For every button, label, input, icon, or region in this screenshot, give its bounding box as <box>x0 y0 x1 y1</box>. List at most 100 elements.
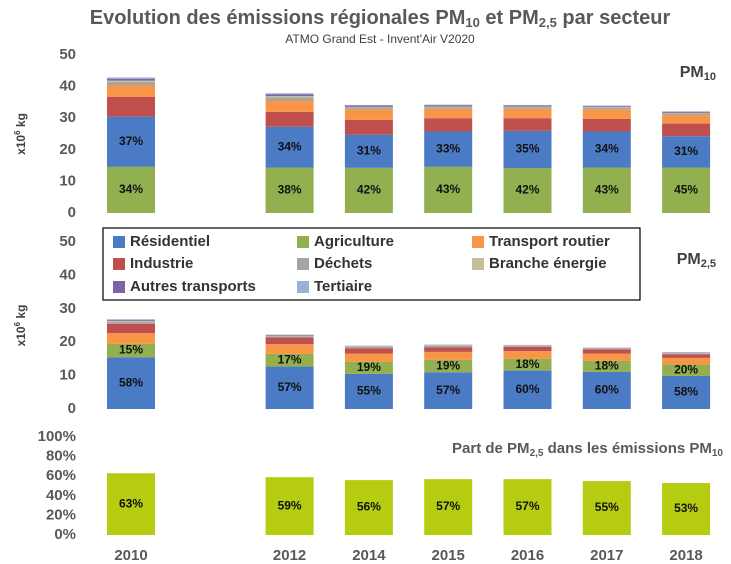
bar-segment <box>107 357 155 409</box>
legend-swatch <box>472 236 484 248</box>
data-label: 34% <box>119 182 143 196</box>
bar-segment <box>107 81 155 86</box>
bar-segment <box>424 107 473 109</box>
data-label: 15% <box>119 343 143 357</box>
bar-segment <box>107 319 155 320</box>
data-label: 20% <box>674 362 698 376</box>
bar-segment <box>582 167 631 213</box>
legend-label: Tertiaire <box>314 278 372 295</box>
y-tick-label: 20 <box>59 333 76 350</box>
data-label: 53% <box>674 501 698 515</box>
bar-segment <box>107 116 155 167</box>
bar-segment <box>503 358 552 371</box>
bar-segment <box>344 106 393 108</box>
text-part: 10 <box>704 71 716 83</box>
bar-segment <box>503 105 552 107</box>
data-label: 60% <box>595 383 619 397</box>
panel-label: PM10 <box>680 64 716 83</box>
bar <box>662 483 711 535</box>
legend-label: Résidentiel <box>130 233 210 250</box>
bar-segment <box>344 348 393 354</box>
bar-segment <box>582 348 631 350</box>
y-tick-label: 40% <box>46 487 76 504</box>
legend-swatch <box>113 236 125 248</box>
data-label: 37% <box>119 134 143 148</box>
bar-segment <box>107 80 155 82</box>
legend-label: Branche énergie <box>489 255 607 272</box>
y-axis-label: x106 kg <box>13 305 28 347</box>
data-label: 42% <box>357 183 381 197</box>
bar-segment <box>107 77 155 79</box>
text-part: 10 <box>465 15 479 30</box>
bar-segment <box>107 321 155 324</box>
bar-segment <box>582 107 631 110</box>
bar-segment <box>424 345 473 348</box>
bar-segment <box>662 364 711 376</box>
text-part: x10 <box>14 135 28 155</box>
data-label: 55% <box>357 384 381 398</box>
bar-segment <box>662 167 711 213</box>
legend-swatch <box>113 258 125 270</box>
bar-segment <box>424 105 473 107</box>
data-label: 57% <box>436 383 460 397</box>
data-label: 31% <box>357 143 381 157</box>
bar-segment <box>265 93 314 95</box>
bar-segment <box>344 134 393 168</box>
bar-segment <box>265 96 314 98</box>
bar-segment <box>344 107 393 110</box>
y-tick-label: 0 <box>68 204 76 221</box>
legend-swatch <box>297 281 309 293</box>
bar-segment <box>662 113 711 116</box>
text-part: PM <box>680 64 704 81</box>
text-part: kg <box>14 113 28 130</box>
bar-segment <box>662 123 711 137</box>
chart-subtitle: ATMO Grand Est - Invent'Air V2020 <box>285 32 475 46</box>
data-label: 18% <box>515 357 539 371</box>
y-tick-label: 60% <box>46 467 76 484</box>
bar-segment <box>503 346 552 352</box>
text-part: Part de PM <box>452 440 530 457</box>
bar-segment <box>107 323 155 334</box>
bar-segment <box>265 366 314 409</box>
data-label: 17% <box>278 352 302 366</box>
bar-segment <box>344 346 393 349</box>
bar-segment <box>265 100 314 112</box>
data-label: 57% <box>278 380 302 394</box>
data-label: 56% <box>357 500 381 514</box>
bar-segment <box>265 94 314 97</box>
bar-segment <box>503 351 552 359</box>
text-part: par secteur <box>557 7 671 29</box>
bar-segment <box>344 361 393 374</box>
bar-segment <box>265 337 314 345</box>
bar-segment <box>265 336 314 338</box>
bar-segment <box>424 347 473 352</box>
bar-segment <box>107 96 155 117</box>
bar-segment <box>107 333 155 344</box>
data-label: 57% <box>515 499 539 513</box>
text-part: x10 <box>14 326 28 346</box>
x-tick-label: 2010 <box>114 547 147 564</box>
y-tick-label: 100% <box>38 428 76 445</box>
data-label: 45% <box>674 182 698 196</box>
bar-segment <box>424 372 473 409</box>
annotation: Part de PM2,5 dans les émissions PM10 <box>452 440 723 459</box>
legend-swatch <box>113 281 125 293</box>
text-part: dans les émissions PM <box>543 440 711 457</box>
bar-segment <box>344 104 393 106</box>
bar-segment <box>582 349 631 354</box>
text-part: Evolution des émissions régionales PM <box>90 7 466 29</box>
bar-segment <box>582 371 631 409</box>
bar-segment <box>503 108 552 119</box>
legend-swatch <box>297 236 309 248</box>
bar-segment <box>503 118 552 131</box>
bar-segment <box>265 97 314 101</box>
legend-label: Transport routier <box>489 233 610 250</box>
bar-segment <box>582 131 631 168</box>
y-tick-label: 80% <box>46 448 76 465</box>
bar <box>344 480 393 535</box>
data-label: 57% <box>436 499 460 513</box>
y-tick-label: 20% <box>46 506 76 523</box>
y-tick-label: 40 <box>59 266 76 283</box>
data-label: 18% <box>595 359 619 373</box>
bar-segment <box>107 166 155 213</box>
